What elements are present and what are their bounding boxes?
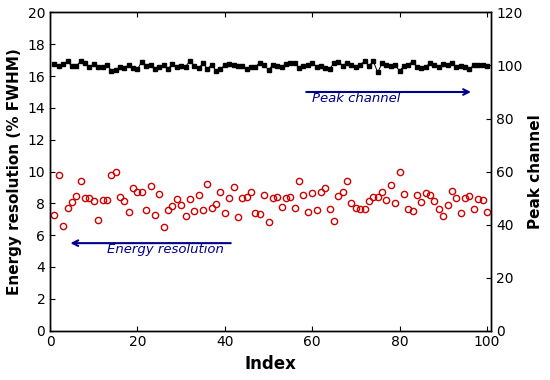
Y-axis label: Energy resolution (% FWHM): Energy resolution (% FWHM) bbox=[7, 48, 22, 295]
Y-axis label: Peak channel: Peak channel bbox=[528, 114, 543, 229]
Text: Energy resolution: Energy resolution bbox=[107, 243, 224, 256]
Text: Peak channel: Peak channel bbox=[312, 92, 400, 105]
X-axis label: Index: Index bbox=[245, 355, 296, 373]
